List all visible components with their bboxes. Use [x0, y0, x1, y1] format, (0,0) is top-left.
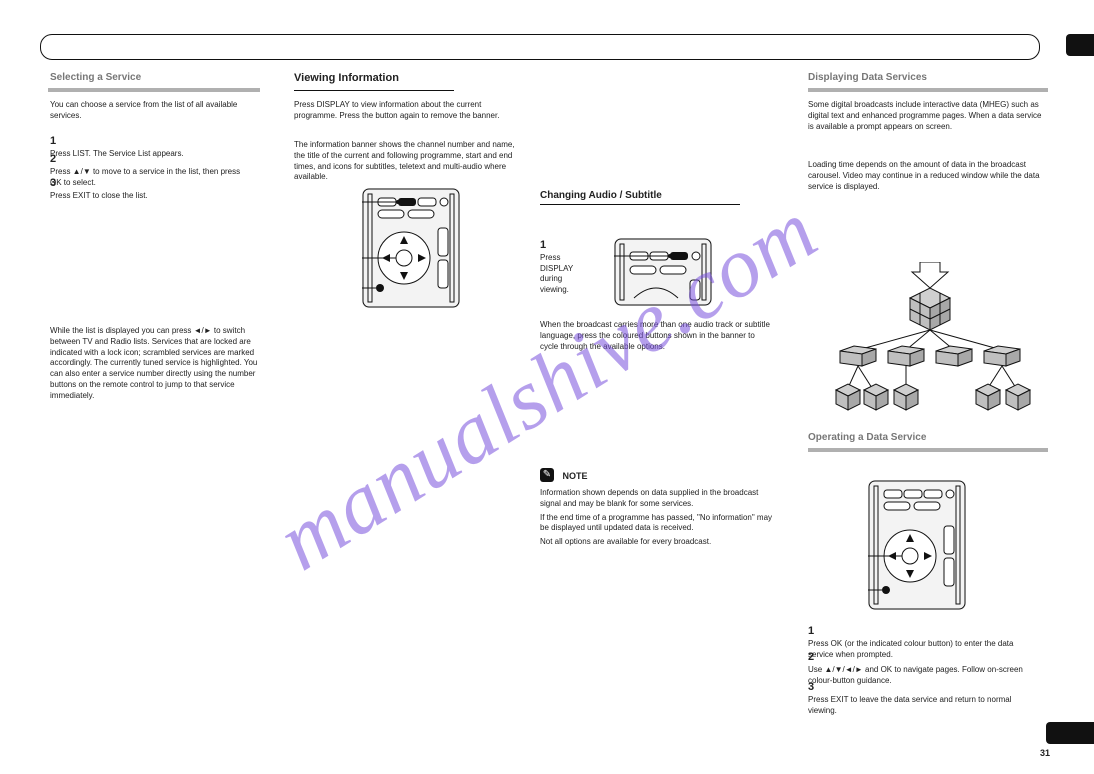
right-intro: Some digital broadcasts include interact… — [808, 100, 1048, 132]
heading-audio-subtitle: Changing Audio / Subtitle — [540, 190, 662, 201]
note-item: If the end time of a programme has passe… — [540, 513, 780, 535]
right-step-3: 3 Press EXIT to leave the data service a… — [808, 680, 1048, 716]
heading-operate-data: Operating a Data Service — [808, 432, 926, 443]
note-heading-row: ✎ NOTE — [540, 466, 780, 484]
step-number: 3 — [50, 176, 64, 191]
step-number: 2 — [50, 152, 64, 167]
note-item: Information shown depends on data suppli… — [540, 488, 780, 510]
mid-body2: When the broadcast carries more than one… — [540, 320, 770, 352]
heading-data-services: Displaying Data Services — [808, 72, 927, 83]
step-number: 1 — [540, 238, 554, 253]
divider-bar — [808, 448, 1048, 452]
step-number: 3 — [808, 680, 822, 695]
right-body: Loading time depends on the amount of da… — [808, 160, 1048, 192]
step-text: Press EXIT to leave the data service and… — [808, 695, 1032, 717]
mid-body1: The information banner shows the channel… — [294, 140, 524, 183]
left-body: While the list is displayed you can pres… — [50, 326, 260, 402]
step-text: Press DISPLAY during viewing. — [540, 253, 590, 296]
section-rule — [540, 204, 740, 205]
left-step-3: 3 Press EXIT to close the list. — [50, 176, 260, 202]
step-number: 1 — [808, 624, 822, 639]
step-number: 2 — [808, 650, 822, 665]
divider-bar — [808, 88, 1048, 92]
remote-figure-left — [362, 188, 460, 308]
section-rule — [294, 90, 454, 91]
page-number: 31 — [1040, 748, 1050, 758]
divider-bar — [48, 88, 260, 92]
note-icon: ✎ — [540, 468, 554, 482]
chapter-banner — [40, 34, 1040, 60]
page-edge-tab-top — [1066, 34, 1094, 56]
note-heading: NOTE — [562, 471, 587, 481]
step-number: 1 — [50, 134, 64, 149]
note-block: ✎ NOTE Information shown depends on data… — [540, 466, 780, 548]
remote-figure-right — [868, 480, 966, 610]
heading-viewing-info: Viewing Information — [294, 72, 399, 84]
data-hierarchy-figure — [820, 262, 1040, 432]
remote-figure-mid — [614, 238, 712, 306]
left-intro: You can choose a service from the list o… — [50, 100, 260, 122]
step-text: Press EXIT to close the list. — [50, 191, 244, 202]
note-item: Not all options are available for every … — [540, 537, 780, 548]
page-edge-tab-bottom — [1046, 722, 1094, 744]
mid-intro: Press DISPLAY to view information about … — [294, 100, 524, 122]
heading-select-service: Selecting a Service — [50, 72, 141, 83]
mid-step-1: 1 Press DISPLAY during viewing. — [540, 238, 606, 296]
